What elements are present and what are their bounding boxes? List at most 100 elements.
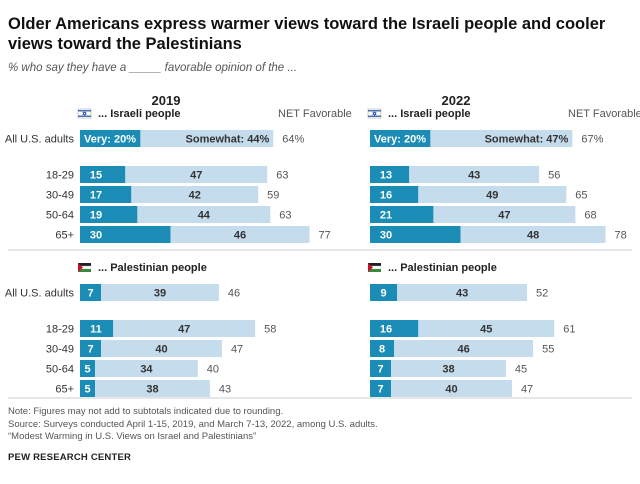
bar-somewhat-israeli-2022-row2: [418, 186, 567, 203]
bar-very-palestinian-2022-row3: [370, 360, 392, 377]
label-very-israeli-2019-row1: 15: [90, 170, 102, 182]
label-somewhat-israeli-2022-row4: 48: [527, 230, 539, 242]
bar-very-palestinian-2022-row4: [370, 380, 392, 397]
label-somewhat-israeli-2019-row0: Somewhat: 44%: [186, 134, 270, 146]
label-net-israeli-2019-row4: 77: [319, 230, 331, 242]
bar-very-israeli-2019-row0: [80, 130, 141, 147]
label-very-palestinian-2019-row4: 5: [84, 384, 90, 396]
label-net-israeli-2022-row1: 56: [548, 170, 560, 182]
chart-notes: Note: Figures may not add to subtotals i…: [8, 406, 628, 444]
pew-research-center-logo-text: PEW RESEARCH CENTER: [8, 452, 132, 463]
label-net-israeli-2022-row4: 78: [615, 230, 627, 242]
label-very-palestinian-2022-row4: 7: [378, 384, 384, 396]
label-net-palestinian-2022-row4: 47: [521, 384, 533, 396]
source-text: Source: Surveys conducted April 1-15, 20…: [8, 418, 378, 430]
israel-flag-star-up: [82, 111, 87, 115]
label-very-palestinian-2022-row2: 8: [379, 344, 385, 356]
israel-flag-icon: [367, 108, 382, 119]
bar-somewhat-palestinian-2019-row0: [101, 284, 219, 301]
label-very-israeli-2022-row4: 30: [380, 230, 392, 242]
bar-very-palestinian-2019-row0: [80, 284, 102, 301]
bar-very-palestinian-2019-row3: [80, 360, 96, 377]
net-favorable-header: NET Favorable: [568, 108, 640, 120]
section-label-israeli: ... Israeli people: [388, 108, 471, 120]
label-very-israeli-2022-row0: Very: 20%: [374, 134, 426, 146]
label-very-palestinian-2022-row3: 7: [378, 364, 384, 376]
label-somewhat-palestinian-2019-row4: 38: [146, 384, 158, 396]
bar-very-israeli-2019-row3: [80, 206, 138, 223]
label-net-palestinian-2019-row4: 43: [219, 384, 231, 396]
label-very-israeli-2019-row3: 19: [90, 210, 102, 222]
bar-somewhat-israeli-2022-row1: [409, 166, 540, 183]
israel-flag-icon: [77, 108, 92, 119]
label-somewhat-palestinian-2022-row1: 45: [480, 324, 492, 336]
label-net-israeli-2022-row3: 68: [584, 210, 596, 222]
bar-very-israeli-2022-row2: [370, 186, 419, 203]
category-label-israeli-row3: 50-64: [46, 210, 74, 222]
label-very-palestinian-2022-row0: 9: [381, 288, 387, 300]
bar-very-israeli-2022-row3: [370, 206, 434, 223]
label-somewhat-israeli-2022-row3: 47: [498, 210, 510, 222]
label-somewhat-palestinian-2019-row3: 34: [140, 364, 153, 376]
label-net-palestinian-2019-row0: 46: [228, 288, 240, 300]
bar-somewhat-israeli-2022-row3: [433, 206, 576, 223]
label-very-palestinian-2019-row0: 7: [88, 288, 94, 300]
label-very-palestinian-2019-row3: 5: [84, 364, 90, 376]
israel-flag-stripe-bottom: [368, 115, 381, 117]
label-net-palestinian-2019-row3: 40: [207, 364, 219, 376]
category-label-israeli-row2: 30-49: [46, 190, 74, 202]
israel-flag-star-down: [372, 112, 377, 117]
palestine-flag-green: [78, 269, 91, 272]
palestine-flag-icon: [368, 263, 381, 266]
section-label-israeli: ... Israeli people: [98, 108, 181, 120]
report-title-text: “Modest Warming in U.S. Views on Israel …: [8, 431, 257, 442]
section-label-palestinian: ... Palestinian people: [98, 262, 207, 274]
israel-flag-stripe-top: [368, 110, 381, 112]
bar-somewhat-palestinian-2022-row3: [391, 360, 506, 377]
bar-somewhat-israeli-2022-row0: [430, 130, 573, 147]
label-net-israeli-2019-row1: 63: [276, 170, 288, 182]
bar-somewhat-israeli-2019-row1: [125, 166, 268, 183]
label-somewhat-palestinian-2019-row2: 40: [155, 344, 167, 356]
label-net-palestinian-2022-row2: 55: [542, 344, 554, 356]
net-favorable-header: NET Favorable: [278, 108, 352, 120]
label-somewhat-israeli-2019-row2: 42: [189, 190, 201, 202]
bar-very-israeli-2019-row2: [80, 186, 132, 203]
category-label-israeli-row1: 18-29: [46, 170, 74, 182]
bar-somewhat-palestinian-2022-row1: [418, 320, 555, 337]
bar-somewhat-israeli-2019-row3: [137, 206, 271, 223]
bar-very-palestinian-2019-row2: [80, 340, 102, 357]
label-very-israeli-2022-row1: 13: [380, 170, 392, 182]
israel-flag-star-down: [82, 112, 87, 117]
label-somewhat-palestinian-2019-row0: 39: [154, 288, 166, 300]
bar-very-israeli-2019-row1: [80, 166, 126, 183]
label-somewhat-palestinian-2019-row1: 47: [178, 324, 190, 336]
label-very-israeli-2019-row0: Very: 20%: [84, 134, 136, 146]
bar-very-israeli-2022-row1: [370, 166, 410, 183]
label-net-palestinian-2019-row1: 58: [264, 324, 276, 336]
bar-somewhat-israeli-2019-row0: [140, 130, 274, 147]
label-somewhat-israeli-2022-row1: 43: [468, 170, 480, 182]
bar-very-israeli-2019-row4: [80, 226, 171, 243]
israel-flag-stripe-top: [78, 110, 91, 112]
year-header-2019: 2019: [152, 93, 181, 108]
label-very-palestinian-2019-row1: 11: [90, 324, 102, 336]
bar-very-palestinian-2022-row1: [370, 320, 419, 337]
bar-somewhat-israeli-2019-row4: [170, 226, 310, 243]
category-label-israeli-row0: All U.S. adults: [5, 134, 75, 146]
label-net-palestinian-2022-row0: 52: [536, 288, 548, 300]
label-very-palestinian-2019-row2: 7: [88, 344, 94, 356]
israel-flag-stripe-bottom: [78, 115, 91, 117]
label-somewhat-israeli-2022-row0: Somewhat: 47%: [485, 134, 569, 146]
label-somewhat-israeli-2022-row2: 49: [486, 190, 498, 202]
bar-very-palestinian-2022-row0: [370, 284, 398, 301]
label-net-israeli-2019-row3: 63: [279, 210, 291, 222]
label-somewhat-israeli-2019-row3: 44: [198, 210, 211, 222]
bar-somewhat-israeli-2022-row4: [460, 226, 606, 243]
palestine-flag-triangle: [78, 263, 83, 272]
bar-somewhat-palestinian-2022-row4: [391, 380, 512, 397]
bar-somewhat-palestinian-2019-row4: [95, 380, 210, 397]
chart-title: Older Americans express warmer views tow…: [8, 15, 606, 53]
label-somewhat-israeli-2019-row1: 47: [190, 170, 202, 182]
